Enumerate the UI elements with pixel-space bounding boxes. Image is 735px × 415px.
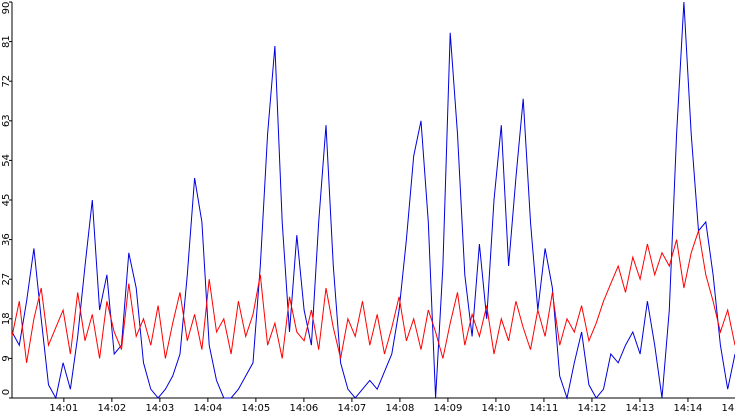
x-tick-label: 14:06 xyxy=(289,403,318,414)
x-tick-label: 14:07 xyxy=(337,403,366,414)
series-line xyxy=(11,1,735,400)
y-tick-label: 0 xyxy=(1,389,12,395)
y-tick-label: 63 xyxy=(1,114,12,127)
y-tick-label: 36 xyxy=(1,233,12,246)
x-tick-label: 14:12 xyxy=(578,403,607,414)
y-tick-label: 45 xyxy=(1,194,12,207)
x-tick-label: 14:01 xyxy=(49,403,78,414)
x-tick-label: 14:10 xyxy=(482,403,511,414)
x-tick-label: 14:03 xyxy=(145,403,174,414)
x-tick-label: 14:08 xyxy=(385,403,414,414)
y-tick-label: 9 xyxy=(1,355,12,361)
x-tick-label: 14:02 xyxy=(97,403,126,414)
x-tick-label: 14:09 xyxy=(433,403,462,414)
x-tick-label: 14:14 xyxy=(674,403,703,414)
x-tick-label: 14:13 xyxy=(626,403,655,414)
series-line xyxy=(11,230,735,363)
y-tick-label: 18 xyxy=(1,312,12,325)
y-tick-label: 72 xyxy=(1,75,12,88)
x-tick-label: 14:11 xyxy=(530,403,559,414)
x-tick-label: 14:04 xyxy=(193,403,222,414)
y-tick-label: 90 xyxy=(1,2,12,15)
y-tick-label: 54 xyxy=(1,154,12,167)
y-tick-label: 81 xyxy=(1,35,12,48)
x-tick-label: 14:05 xyxy=(241,403,270,414)
y-tick-label: 27 xyxy=(1,273,12,286)
x-tick-label: 14:15 xyxy=(722,403,735,414)
